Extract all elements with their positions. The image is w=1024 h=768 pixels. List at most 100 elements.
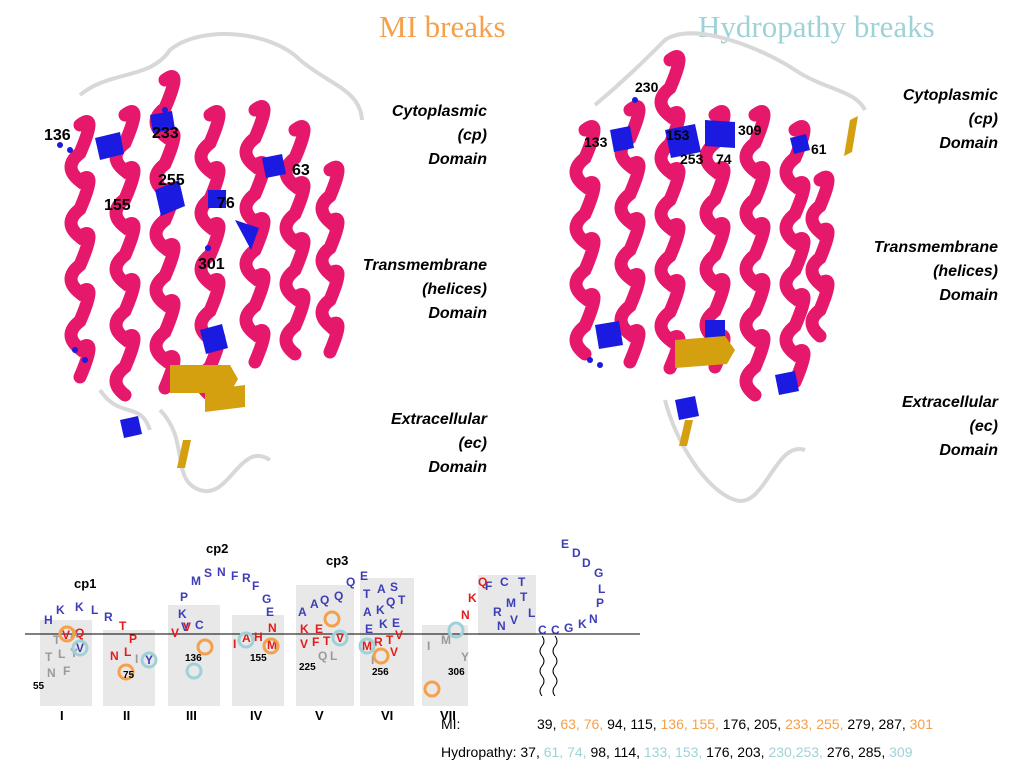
hydro-break-marker [140, 651, 158, 669]
svg-text:D: D [572, 546, 581, 560]
svg-text:V: V [395, 628, 403, 642]
mi-break-marker [196, 638, 214, 656]
svg-text:N: N [497, 619, 506, 633]
svg-text:R: R [104, 610, 113, 624]
svg-text:F: F [312, 635, 319, 649]
svg-text:V: V [336, 631, 344, 645]
mi-break-marker [117, 663, 135, 681]
svg-text:N: N [47, 666, 56, 680]
svg-text:T: T [53, 633, 61, 647]
residue-label: 155 [104, 197, 131, 214]
helix-numeral: V [315, 708, 324, 723]
svg-text:M: M [362, 639, 372, 653]
extracellular-domain-label: Extracellular (ec) Domain [390, 411, 487, 476]
svg-text:M: M [267, 638, 277, 652]
svg-text:L: L [330, 649, 337, 663]
residue-label: 136 [44, 127, 71, 144]
helix-numeral: VI [381, 708, 393, 723]
helix-numeral: II [123, 708, 130, 723]
hydropathy-breaks-list: Hydropathy: 37, 61, 74, 98, 114, 133, 15… [441, 744, 912, 760]
hydro-break-marker [237, 631, 255, 649]
svg-text:G: G [262, 592, 271, 606]
svg-text:L: L [528, 606, 535, 620]
hydro-break-marker [71, 639, 89, 657]
mi-breaks-list: 39, 63, 76, 94, 115, 136, 155, 176, 205,… [537, 716, 933, 732]
residue-label: 133 [584, 134, 608, 150]
break-position: 176, 205, [722, 716, 786, 732]
svg-text:G: G [594, 566, 603, 580]
svg-text:A: A [377, 582, 386, 596]
residue-number: 225 [299, 662, 316, 673]
svg-text:A: A [298, 605, 307, 619]
helix-numeral: VII [440, 708, 456, 723]
mi-break-marker [372, 647, 390, 665]
svg-text:Q: Q [320, 593, 329, 607]
mi-breaks-title: MI breaks [379, 9, 506, 44]
svg-text:A: A [363, 605, 372, 619]
svg-text:H: H [44, 613, 53, 627]
helix-numeral: I [60, 708, 64, 723]
residue-number: 55 [33, 681, 45, 692]
residue-label: 255 [158, 172, 185, 189]
svg-text:T: T [386, 633, 394, 647]
svg-text:N: N [461, 608, 470, 622]
svg-text:V: V [183, 620, 191, 634]
mi-label: MI: [441, 716, 461, 732]
svg-text:E: E [392, 616, 400, 630]
break-position: 279, 287, [847, 716, 910, 732]
svg-text:T: T [45, 650, 53, 664]
svg-text:A: A [242, 631, 251, 645]
svg-text:T: T [518, 575, 526, 589]
svg-text:G: G [564, 621, 573, 635]
svg-text:I: I [371, 653, 374, 667]
svg-text:E: E [266, 605, 274, 619]
residue-label: 233 [152, 125, 179, 142]
svg-text:R: R [493, 605, 502, 619]
residue-number: 75 [123, 670, 135, 681]
residue-number: 256 [372, 667, 389, 678]
svg-text:C: C [538, 623, 547, 637]
residue-number: 306 [448, 667, 465, 678]
residue-label: 63 [292, 162, 310, 179]
svg-text:K: K [468, 591, 477, 605]
break-position: 301 [909, 716, 933, 732]
svg-text:N: N [110, 649, 119, 663]
svg-text:Q: Q [478, 575, 487, 589]
svg-text:E: E [561, 537, 569, 551]
break-position: 136, 155, [660, 716, 723, 732]
break-position: 37, [520, 744, 544, 760]
beta-strands [170, 365, 245, 468]
svg-text:T: T [119, 619, 127, 633]
residue-label: 153 [666, 127, 690, 143]
svg-text:D: D [582, 556, 591, 570]
svg-text:M: M [506, 596, 516, 610]
svg-text:F: F [63, 664, 70, 678]
svg-text:N: N [589, 612, 598, 626]
svg-text:F: F [252, 579, 259, 593]
mi-structure-panel [57, 32, 364, 494]
svg-text:K: K [300, 622, 309, 636]
svg-text:T: T [520, 590, 528, 604]
svg-text:P: P [596, 596, 604, 610]
break-position: 230,253, [768, 744, 827, 760]
helix-bands [40, 575, 536, 706]
svg-text:K: K [578, 617, 587, 631]
svg-text:Q: Q [386, 595, 395, 609]
break-position: 276, 285, [826, 744, 890, 760]
cytoplasmic-domain-label: Cytoplasmic (cp) Domain [391, 103, 487, 168]
svg-text:Q: Q [318, 649, 327, 663]
svg-text:N: N [268, 621, 277, 635]
svg-text:C: C [195, 618, 204, 632]
svg-text:Y: Y [145, 653, 153, 667]
svg-text:C: C [500, 575, 509, 589]
svg-text:L: L [91, 603, 98, 617]
cytoplasmic-domain-label: Cytoplasmic (cp) Domain [902, 87, 998, 152]
mi-break-marker [58, 625, 76, 643]
residue-label: 74 [716, 151, 732, 167]
svg-text:S: S [390, 580, 398, 594]
svg-text:V: V [390, 645, 398, 659]
svg-text:V: V [300, 637, 308, 651]
loop-label: cp1 [74, 576, 96, 591]
loop-label: cp2 [206, 541, 228, 556]
